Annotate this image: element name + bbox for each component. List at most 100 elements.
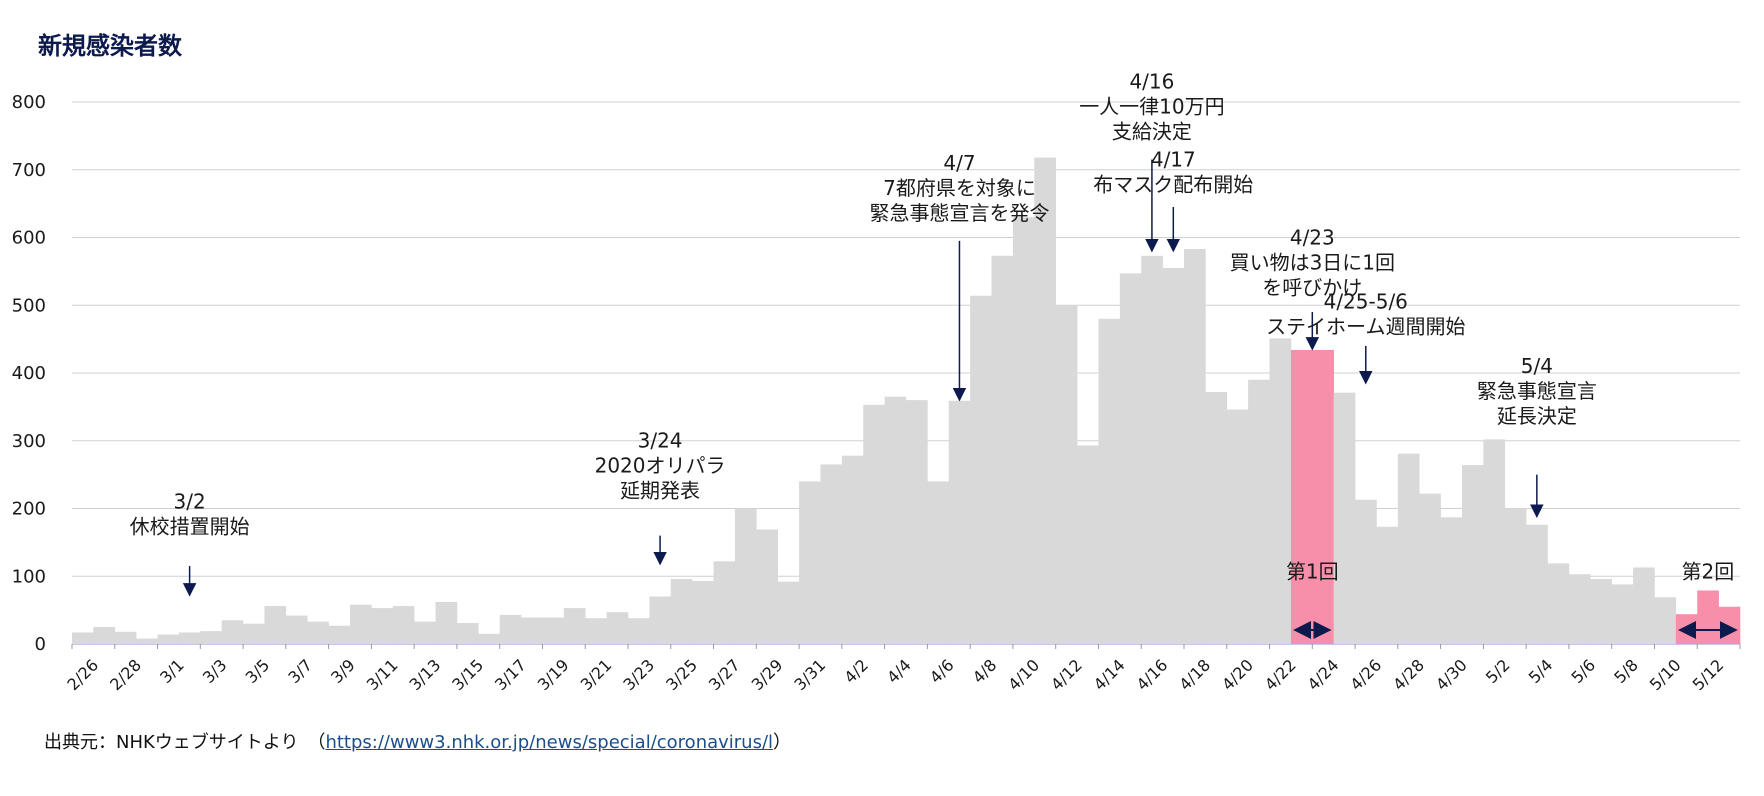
- bar: [435, 601, 458, 644]
- bar: [777, 581, 800, 644]
- x-tick-label: 3/23: [619, 655, 658, 694]
- x-tick-label: 3/21: [577, 655, 616, 694]
- x-tick-label: 3/25: [662, 655, 701, 694]
- bar: [243, 623, 265, 644]
- bar: [670, 578, 693, 644]
- bar: [927, 481, 950, 644]
- bar: [350, 604, 372, 644]
- bar: [178, 632, 201, 644]
- bar: [328, 625, 351, 644]
- bar: [734, 508, 757, 644]
- annotation-text: 4/17: [1151, 147, 1196, 171]
- bar: [1397, 453, 1420, 644]
- x-axis: 2/26 2/28 3/1 3/3 3/5 3/7 3/9 3/11 3/13 3/15 3/17 3…: [63, 644, 1741, 694]
- bar: [1119, 273, 1142, 644]
- x-tick-label: 4/4: [883, 655, 915, 687]
- x-tick-label: 3/15: [448, 655, 487, 694]
- bar: [1462, 465, 1484, 644]
- bar: [820, 464, 843, 644]
- bar: [1012, 217, 1035, 645]
- bar: [521, 617, 543, 644]
- annotation-text: 休校措置開始: [130, 515, 250, 539]
- bar: [1419, 493, 1441, 644]
- bar: [1440, 517, 1463, 644]
- x-tick-label: 3/13: [406, 655, 445, 694]
- bar: [1718, 606, 1741, 644]
- annotation-text: 買い物は3日に1回: [1230, 250, 1395, 274]
- annotation-text: 延期発表: [620, 479, 700, 503]
- bar: [1504, 508, 1527, 644]
- annotation-text: 一人一律10万円: [1079, 94, 1224, 118]
- bar: [1333, 392, 1356, 644]
- bar: [1098, 318, 1121, 644]
- bar: [221, 620, 244, 644]
- bar: [1633, 567, 1655, 644]
- bar: [1568, 574, 1591, 644]
- bar: [1526, 524, 1548, 644]
- annotation-text: を呼びかけ: [1262, 275, 1362, 299]
- x-tick-label: 4/8: [969, 655, 1001, 687]
- bar: [1312, 349, 1334, 644]
- bar: [499, 614, 522, 644]
- bar: [264, 606, 287, 644]
- x-tick-label: 4/10: [1004, 655, 1043, 694]
- bar: [563, 608, 586, 644]
- bar: [200, 631, 222, 644]
- bar: [1034, 157, 1056, 644]
- bar: [1141, 255, 1163, 645]
- bar: [371, 608, 394, 644]
- bar: [884, 396, 907, 644]
- x-tick-label: 4/12: [1047, 655, 1086, 694]
- bar: [1184, 249, 1206, 644]
- bar: [456, 622, 479, 644]
- x-tick-label: 3/29: [748, 655, 787, 694]
- y-tick-label: 200: [12, 499, 46, 520]
- bar: [1269, 338, 1292, 644]
- x-tick-label: 4/26: [1346, 655, 1385, 694]
- annotation-text: 緊急事態宣言を発令: [869, 201, 1049, 225]
- annotation-text: 延長決定: [1497, 404, 1577, 428]
- bars: [72, 157, 1741, 645]
- x-tick-label: 3/5: [242, 655, 274, 687]
- y-tick-label: 800: [12, 92, 46, 113]
- annotation-text: 緊急事態宣言: [1477, 379, 1597, 403]
- x-tick-label: 5/8: [1610, 655, 1642, 687]
- x-tick-label: 3/31: [790, 655, 829, 694]
- y-tick-label: 600: [12, 228, 46, 249]
- x-tick-label: 3/3: [199, 655, 231, 687]
- bar: [1590, 578, 1612, 644]
- bar: [1226, 409, 1249, 644]
- x-tick-label: 4/2: [840, 655, 872, 687]
- source-link[interactable]: https://www3.nhk.or.jp/news/special/coro…: [325, 732, 774, 753]
- bar: [414, 621, 436, 644]
- y-tick-label: 500: [12, 295, 46, 316]
- x-tick-label: 5/10: [1646, 655, 1685, 694]
- bar: [1290, 349, 1313, 644]
- bar: [841, 455, 864, 644]
- bar: [1077, 445, 1099, 644]
- bar: [136, 638, 158, 644]
- period-label: 第1回: [1286, 559, 1339, 583]
- x-tick-label: 4/30: [1432, 655, 1471, 694]
- x-tick-label: 4/20: [1218, 655, 1257, 694]
- bar: [713, 561, 736, 644]
- y-tick-label: 700: [12, 160, 46, 181]
- annotation-text: 4/25-5/6: [1324, 290, 1408, 314]
- y-tick-label: 300: [12, 431, 46, 452]
- x-tick-label: 4/24: [1304, 655, 1343, 694]
- annotation-text: 2020オリパラ: [595, 454, 726, 478]
- annotation-text: 4/23: [1290, 225, 1335, 249]
- y-tick-label: 0: [35, 634, 46, 655]
- source-note: 出典元：NHKウェブサイトより （https://www3.nhk.or.jp/…: [44, 728, 791, 754]
- x-tick-label: 4/28: [1389, 655, 1428, 694]
- x-tick-label: 3/11: [363, 655, 402, 694]
- bar: [478, 633, 500, 644]
- annotation-text: 支給決定: [1112, 119, 1192, 143]
- bar: [692, 580, 714, 644]
